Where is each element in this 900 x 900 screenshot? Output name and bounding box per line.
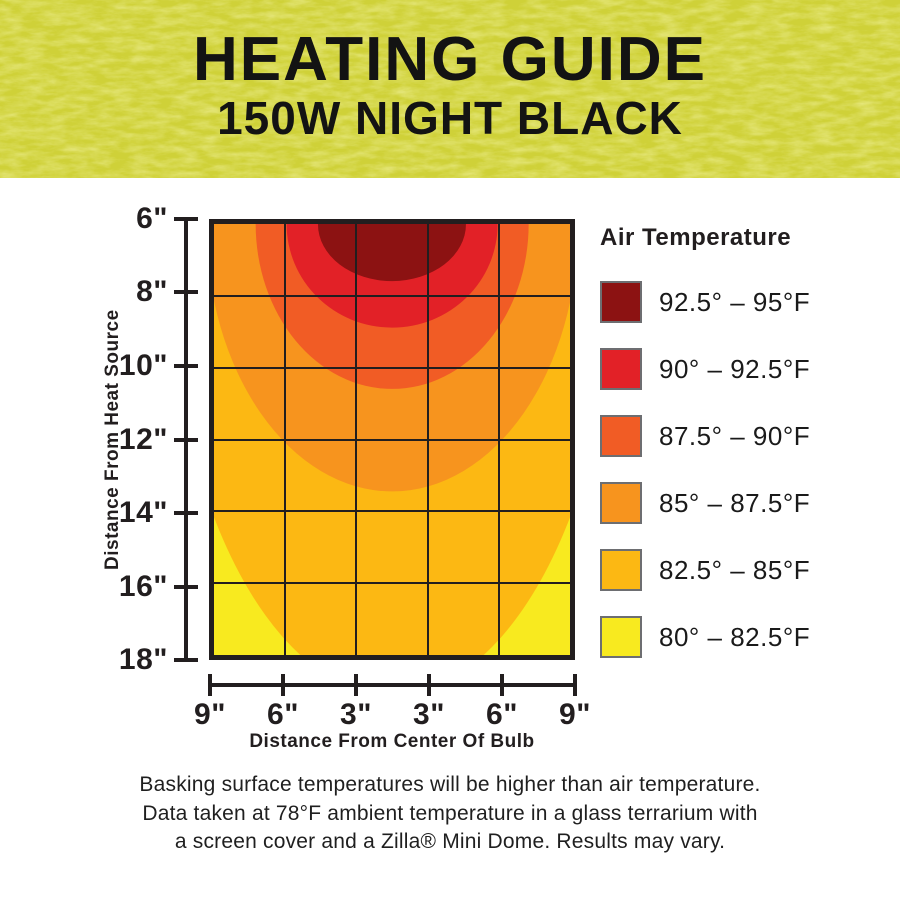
plot-area <box>209 219 575 660</box>
x-axis-tick-labels: 9" 6" 3" 3" 6" 9" <box>194 698 590 732</box>
x-tick-label: 9" <box>194 698 226 731</box>
legend-item: 90° – 92.5°F <box>600 348 890 390</box>
legend-swatch <box>600 482 642 524</box>
x-axis-tick <box>208 674 212 696</box>
y-tick-label: 10" <box>118 348 168 382</box>
gridline-horizontal <box>214 294 570 297</box>
legend-swatch <box>600 415 642 457</box>
legend-item: 85° – 87.5°F <box>600 482 890 524</box>
legend-item: 92.5° – 95°F <box>600 281 890 323</box>
header-banner: HEATING GUIDE 150W NIGHT BLACK <box>0 0 900 178</box>
x-axis-line <box>210 683 575 687</box>
legend-label: 85° – 87.5°F <box>659 487 811 518</box>
y-tick-label: 6" <box>136 202 168 235</box>
x-axis-tick <box>281 674 285 696</box>
y-axis-tick <box>174 510 198 515</box>
legend-label: 87.5° – 90°F <box>659 420 811 451</box>
gridlines <box>214 224 570 655</box>
footnote: Basking surface temperatures will be hig… <box>0 771 900 857</box>
legend-label: 80° – 82.5°F <box>659 621 811 652</box>
legend-item: 80° – 82.5°F <box>600 616 890 658</box>
legend-swatch <box>600 616 642 658</box>
gridline-horizontal <box>214 366 570 369</box>
y-axis-ruler <box>174 217 198 662</box>
y-axis-tick <box>174 658 198 662</box>
y-tick-label: 14" <box>118 495 168 529</box>
x-tick-label: 6" <box>267 698 299 731</box>
legend-swatch <box>600 549 642 591</box>
legend-label: 90° – 92.5°F <box>659 353 811 384</box>
y-tick-label: 18" <box>118 643 168 676</box>
y-axis-tick <box>174 584 198 589</box>
x-tick-label: 3" <box>413 698 445 731</box>
gridline-horizontal <box>214 582 570 585</box>
legend-item: 82.5° – 85°F <box>600 549 890 591</box>
gridline-horizontal <box>214 510 570 513</box>
page-title: HEATING GUIDE <box>193 25 707 94</box>
legend-items: 92.5° – 95°F 90° – 92.5°F 87.5° – 90°F 85° … <box>600 281 890 658</box>
y-axis-tick <box>174 217 198 221</box>
legend-title: Air Temperature <box>600 224 792 251</box>
legend: Air Temperature 92.5° – 95°F 90° – 92.5°F… <box>600 224 890 683</box>
legend-swatch <box>600 281 642 323</box>
x-axis-ruler <box>208 674 577 696</box>
legend-swatch <box>600 348 642 390</box>
y-axis-tick <box>174 363 198 368</box>
x-axis-title: Distance From Center Of Bulb <box>249 731 535 752</box>
y-axis-tick <box>174 290 198 295</box>
x-axis-tick <box>500 674 504 696</box>
x-axis-tick <box>573 674 577 696</box>
y-tick-label: 8" <box>136 275 168 309</box>
page-subtitle: 150W NIGHT BLACK <box>217 92 683 144</box>
legend-item: 87.5° – 90°F <box>600 415 890 457</box>
footnote-line-2: Data taken at 78°F ambient temperature i… <box>142 801 758 825</box>
y-tick-label: 16" <box>118 569 168 603</box>
y-axis-tick <box>174 437 198 442</box>
legend-label: 92.5° – 95°F <box>659 286 811 317</box>
x-tick-label: 6" <box>486 698 518 731</box>
footnote-line-1: Basking surface temperatures will be hig… <box>139 773 761 796</box>
x-tick-label: 3" <box>340 698 372 731</box>
banner-texture <box>0 0 900 178</box>
y-axis-tick-labels: 6" 8" 10" 12" 14" 16" 18" <box>0 202 168 676</box>
x-tick-label: 9" <box>559 698 591 731</box>
x-axis-tick <box>354 674 358 696</box>
footnote-line-3: a screen cover and a Zilla® Mini Dome. R… <box>174 830 726 853</box>
gridline-horizontal <box>214 438 570 441</box>
x-axis-tick <box>427 674 431 696</box>
y-tick-label: 12" <box>118 422 168 456</box>
legend-label: 82.5° – 85°F <box>659 554 811 585</box>
